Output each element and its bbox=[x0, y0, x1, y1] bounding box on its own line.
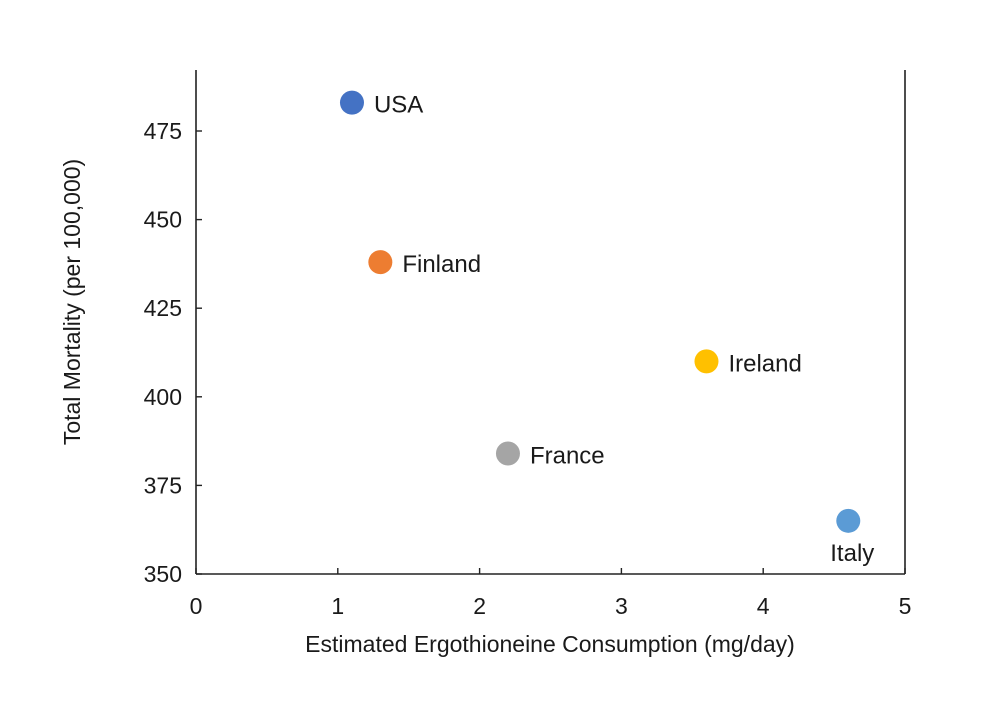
data-label: USA bbox=[374, 92, 423, 119]
data-label: Italy bbox=[830, 540, 874, 567]
y-axis-label: Total Mortality (per 100,000) bbox=[59, 159, 85, 445]
x-tick-label: 4 bbox=[757, 593, 770, 619]
data-point-ireland bbox=[694, 349, 719, 374]
data-label: France bbox=[530, 443, 605, 470]
ticks: 0 1 2 3 4 5 350 375 400 425 450 475 bbox=[144, 118, 912, 619]
x-tick-label: 5 bbox=[899, 593, 912, 619]
y-tick-label: 400 bbox=[144, 384, 182, 410]
data-label: Finland bbox=[402, 251, 481, 278]
axes bbox=[195, 70, 906, 575]
data-point-finland bbox=[368, 250, 393, 275]
y-tick-label: 425 bbox=[144, 295, 182, 321]
data-point-france bbox=[495, 441, 520, 466]
x-axis-label: Estimated Ergothioneine Consumption (mg/… bbox=[305, 631, 795, 657]
y-tick-label: 475 bbox=[144, 118, 182, 144]
y-tick-label: 450 bbox=[144, 207, 182, 233]
x-tick-label: 3 bbox=[615, 593, 628, 619]
data-point-italy bbox=[836, 508, 861, 533]
x-tick-label: 0 bbox=[190, 593, 203, 619]
data-points: USA Finland Ireland France Italy bbox=[339, 90, 874, 567]
data-label: Ireland bbox=[728, 350, 801, 377]
y-tick-label: 350 bbox=[144, 561, 182, 587]
y-tick-label: 375 bbox=[144, 472, 182, 498]
x-tick-label: 1 bbox=[331, 593, 344, 619]
x-tick-label: 2 bbox=[473, 593, 486, 619]
data-point-usa bbox=[339, 90, 364, 115]
